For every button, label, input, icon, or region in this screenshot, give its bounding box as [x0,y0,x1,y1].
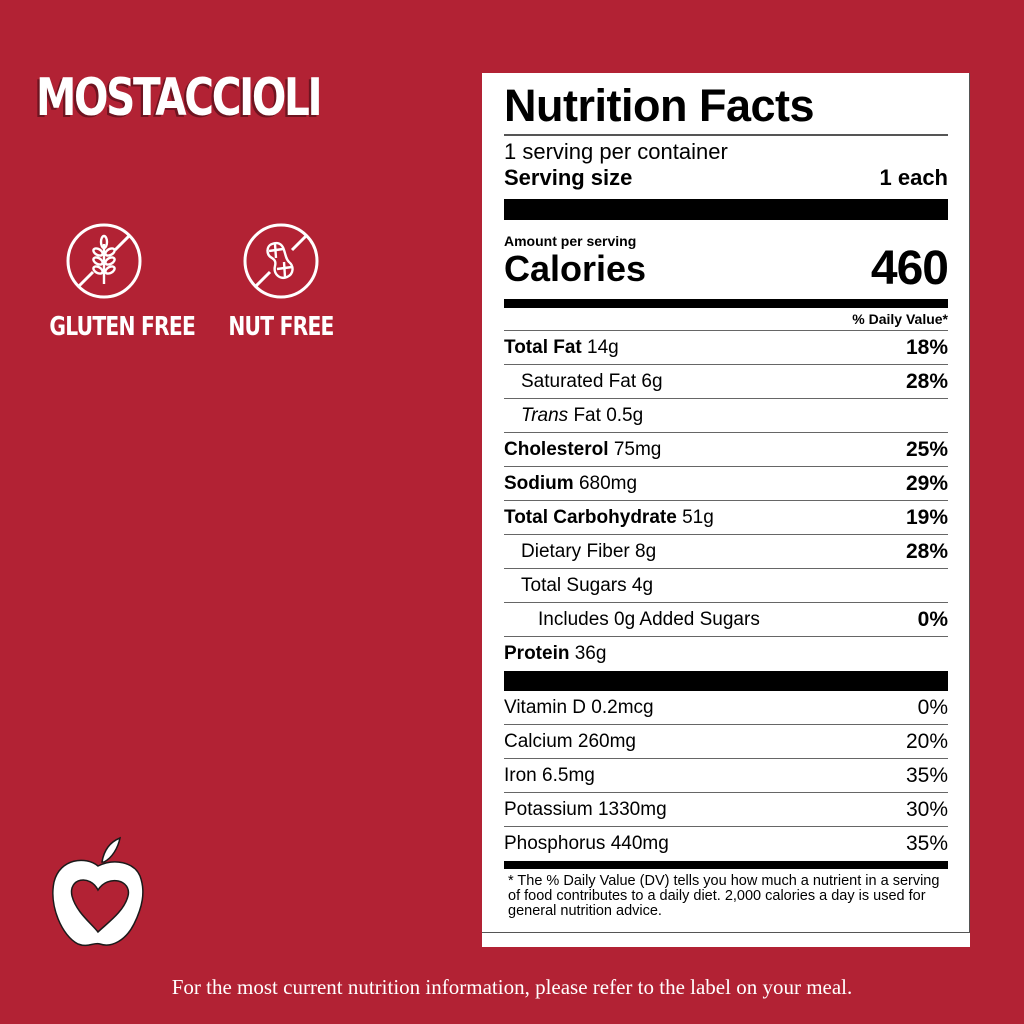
nutrient-name-italic: Trans [521,404,569,426]
vitamin-row-phosphorus: Phosphorus 440mg 35% [504,827,948,861]
thick-divider [504,199,948,220]
no-peanut-icon [242,222,320,300]
nutrient-dv: 18% [905,335,948,359]
nutrient-row-total-fat: Total Fat 14g 18% [504,331,948,365]
nutrient-dv: 25% [905,437,948,461]
nutrient-row-dietary-fiber: Dietary Fiber 8g 28% [504,535,948,569]
footnote-divider [504,861,948,869]
vitamin-amount: 260mg [577,730,637,752]
nutrient-row-sodium: Sodium 680mg 29% [504,467,948,501]
nutrient-amount: 14g [587,336,619,358]
servings-per-container: 1 serving per container [504,139,728,164]
apple-heart-logo [46,832,150,948]
nutrient-amount: 680mg [578,472,638,494]
nutrient-amount: 51g [682,506,714,528]
serving-size-label: Serving size [504,165,633,190]
product-title: MOSTACCIOLI [36,68,323,128]
vitamin-name: Vitamin D [504,696,587,718]
nutrient-name: Total Carbohydrate [504,506,677,528]
nutrient-amount: 75mg [613,438,662,460]
nutrient-name: Cholesterol [504,438,609,460]
nutrient-row-added-sugars: Includes 0g Added Sugars 0% [504,603,948,637]
vitamin-name: Phosphorus [504,833,606,854]
nutrient-name: Includes 0g Added Sugars [538,608,760,630]
footer-disclaimer: For the most current nutrition informati… [171,975,853,999]
nutrition-facts-label: Nutrition Facts 1 serving per container … [482,73,970,933]
nutrient-dv: 29% [905,471,948,495]
nutrient-dv: 19% [905,505,948,529]
vitamin-row-potassium: Potassium 1330mg 30% [504,793,948,827]
vitamin-name: Iron [504,764,537,786]
gluten-free-label: GLUTEN FREE [49,312,196,342]
no-wheat-icon [65,222,143,300]
nutrient-row-protein: Protein 36g [504,637,948,671]
nutrient-name: Dietary Fiber [521,540,630,562]
calories-row: Calories 460 [504,242,949,295]
nutrient-dv: 28% [905,369,948,393]
nutrition-facts-title: Nutrition Facts [504,80,815,131]
nutrient-amount: 36g [574,643,607,664]
vitamin-dv: 30% [905,797,948,821]
nutrient-row-trans-fat: Trans Fat 0.5g [504,399,948,433]
nutrient-name: Fat [573,404,601,426]
nutrient-row-total-carbohydrate: Total Carbohydrate 51g 19% [504,501,948,535]
nutrient-name: Sodium [504,472,574,494]
thick-divider [504,671,948,691]
vitamin-row-vitamin-d: Vitamin D 0.2mcg 0% [504,691,948,725]
serving-size-value: 1 each [879,165,949,190]
vitamin-dv: 35% [905,763,948,787]
amount-per-serving: Amount per serving [504,233,637,249]
vitamin-dv: 35% [905,832,948,855]
nutrient-amount: 0.5g [606,404,644,426]
nutrition-panel: Nutrition Facts 1 serving per container … [482,73,970,947]
vitamin-amount: 6.5mg [542,764,595,786]
gluten-free-badge: GLUTEN FREE [34,222,196,342]
vitamin-name: Calcium [504,730,573,752]
nutrient-row-cholesterol: Cholesterol 75mg 25% [504,433,948,467]
nut-free-label: NUT FREE [228,312,334,342]
medium-divider [504,299,948,308]
nut-free-badge: NUT FREE [211,222,351,342]
nutrient-amount: 8g [635,540,657,562]
nutrient-row-total-sugars: Total Sugars 4g [504,569,948,603]
nutrient-dv: 0% [917,607,948,631]
nutrient-name: Total Fat [504,336,582,358]
nutrient-row-saturated-fat: Saturated Fat 6g 28% [504,365,948,399]
nutrient-amount: 6g [641,370,663,392]
divider [504,134,948,136]
vitamin-dv: 0% [917,695,948,719]
nutrient-name: Protein [504,643,570,664]
serving-size-row: Serving size 1 each [504,165,948,191]
calories-value: 460 [870,242,949,295]
vitamin-row-calcium: Calcium 260mg 20% [504,725,948,759]
daily-value-footnote: * The % Daily Value (DV) tells you how m… [508,873,940,919]
vitamin-name: Potassium [504,798,593,820]
vitamin-dv: 20% [905,729,948,753]
vitamin-amount: 0.2mcg [591,696,654,718]
nutrient-name: Total Sugars [521,574,627,596]
nutrient-amount: 4g [631,574,654,596]
vitamin-amount: 440mg [610,833,669,854]
vitamin-row-iron: Iron 6.5mg 35% [504,759,948,793]
daily-value-header: % Daily Value* [504,308,948,331]
nutrient-dv: 28% [905,539,948,563]
nutrient-name: Saturated Fat [521,370,637,392]
vitamin-amount: 1330mg [597,798,667,820]
calories-label: Calories [504,248,647,289]
